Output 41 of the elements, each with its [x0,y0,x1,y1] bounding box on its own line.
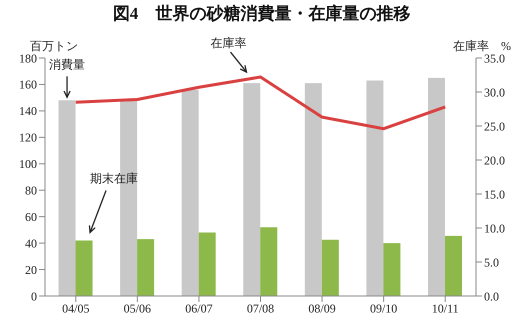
text: 消費量 [49,57,86,72]
y2-tick-label: 15.0 [484,187,505,202]
y-tick-label: 40 [25,236,37,250]
text: 期末在庫 [90,171,138,186]
bar [198,232,216,296]
y-tick-label: 160 [19,78,37,92]
y-tick-label: 20 [25,262,37,277]
bar [366,80,384,296]
bar [243,83,260,296]
bar [260,227,278,296]
y-tick-label: 0 [31,289,37,304]
bar [304,83,322,296]
bar [322,240,339,296]
line-series [74,76,447,130]
y-tick-label: 120 [19,130,37,145]
x-tick-label: 10/11 [432,302,459,316]
bar [182,90,199,296]
bar [76,240,93,296]
y-tick-label: 60 [25,210,37,224]
x-tick-label: 06/07 [185,302,213,316]
y-tick-label: 80 [25,183,37,198]
y2-tick-label: 20.0 [484,153,505,168]
y-tick-label: 140 [19,104,37,118]
chart-title: 図4 世界の砂糖消費量・在庫量の推移 [112,3,412,25]
x-tick-label: 07/08 [246,302,274,316]
x-tick-label: 05/06 [124,302,152,316]
y2-tick-label: 10.0 [484,221,505,236]
bar [137,239,154,296]
text: 在庫率 [210,36,246,50]
y-tick-label: 100 [19,157,37,172]
x-tick-label: 09/10 [370,302,398,316]
y2-tick-label: 30.0 [484,85,505,100]
y2-tick-label: 5.0 [484,255,499,270]
bar [383,243,400,296]
x-tick-label: 08/09 [308,302,336,316]
bar [444,236,462,296]
bar [58,100,76,296]
x-tick-label: 04/05 [62,302,90,316]
y2-tick-label: 25.0 [484,119,505,134]
y2-tick-label: 0.0 [484,289,499,304]
bar [428,78,445,296]
